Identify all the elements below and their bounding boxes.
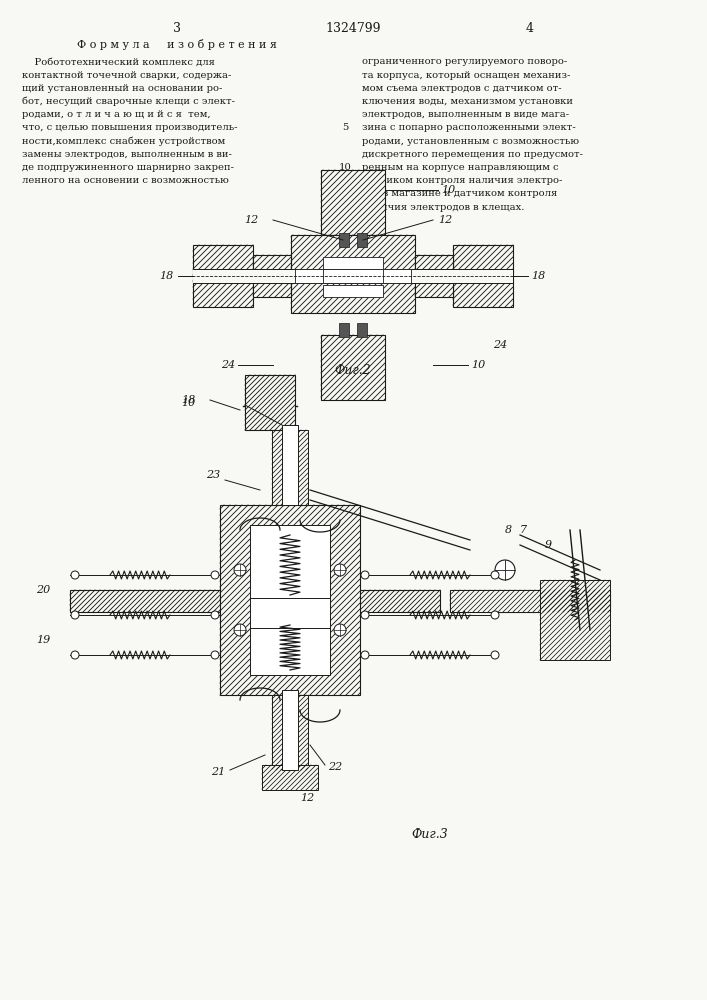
- Text: ленного на основении с возможностью: ленного на основении с возможностью: [22, 176, 229, 185]
- Bar: [357, 233, 367, 247]
- Circle shape: [211, 611, 219, 619]
- Text: родами, установленным с возможностью: родами, установленным с возможностью: [362, 137, 579, 146]
- Text: щий установленный на основании ро-: щий установленный на основании ро-: [22, 84, 223, 93]
- Circle shape: [361, 651, 369, 659]
- Text: А-А: А-А: [340, 190, 366, 204]
- Text: 12: 12: [244, 215, 258, 225]
- Bar: [282, 690, 298, 770]
- Bar: [220, 505, 360, 695]
- Bar: [282, 425, 298, 505]
- Circle shape: [361, 571, 369, 579]
- Bar: [450, 590, 610, 612]
- Bar: [70, 590, 440, 612]
- Text: дискретного перемещения по предусмот-: дискретного перемещения по предусмот-: [362, 150, 583, 159]
- Text: Ф о р м у л а     и з о б р е т е н и я: Ф о р м у л а и з о б р е т е н и я: [77, 38, 277, 49]
- Bar: [193, 245, 253, 307]
- Bar: [540, 580, 610, 660]
- Text: 10: 10: [181, 398, 195, 408]
- Bar: [450, 590, 610, 612]
- Text: 23: 23: [206, 470, 220, 480]
- Bar: [291, 235, 415, 313]
- Bar: [193, 269, 513, 283]
- Bar: [321, 335, 385, 400]
- Text: родами, о т л и ч а ю щ и й с я  тем,: родами, о т л и ч а ю щ и й с я тем,: [22, 110, 211, 119]
- Text: контактной точечной сварки, содержа-: контактной точечной сварки, содержа-: [22, 71, 231, 80]
- Text: 9: 9: [545, 540, 552, 550]
- Bar: [415, 255, 453, 297]
- Text: 8: 8: [505, 525, 512, 535]
- Bar: [262, 765, 318, 790]
- Text: 10: 10: [441, 185, 455, 195]
- Text: Робототехнический комплекс для: Робототехнический комплекс для: [22, 57, 215, 66]
- Bar: [323, 257, 383, 269]
- Text: 18: 18: [159, 271, 173, 281]
- Bar: [272, 695, 308, 770]
- Circle shape: [71, 651, 79, 659]
- Text: 12: 12: [438, 215, 452, 225]
- Text: 19: 19: [36, 635, 50, 645]
- Text: та корпуса, который оснащен механиз-: та корпуса, который оснащен механиз-: [362, 71, 571, 80]
- Circle shape: [361, 611, 369, 619]
- Text: электродов, выполненным в виде мага-: электродов, выполненным в виде мага-: [362, 110, 569, 119]
- Text: зина с попарно расположенными элект-: зина с попарно расположенными элект-: [362, 123, 575, 132]
- Circle shape: [211, 651, 219, 659]
- Text: 1324799: 1324799: [325, 21, 381, 34]
- Text: 20: 20: [36, 585, 50, 595]
- Bar: [323, 285, 383, 297]
- Circle shape: [234, 624, 246, 636]
- Circle shape: [234, 564, 246, 576]
- Bar: [245, 375, 295, 430]
- Text: Фиг.2: Фиг.2: [334, 363, 371, 376]
- Text: 18: 18: [181, 395, 195, 405]
- Bar: [295, 269, 411, 283]
- Text: 4: 4: [526, 21, 534, 34]
- Text: ности,комплекс снабжен устройством: ности,комплекс снабжен устройством: [22, 136, 226, 146]
- Text: 5: 5: [341, 123, 348, 132]
- Text: дов в магазине и датчиком контроля: дов в магазине и датчиком контроля: [362, 190, 557, 198]
- Bar: [453, 245, 513, 307]
- Text: 24: 24: [221, 360, 235, 370]
- Text: датчиком контроля наличия электро-: датчиком контроля наличия электро-: [362, 176, 562, 185]
- Text: что, с целью повышения производитель-: что, с целью повышения производитель-: [22, 123, 238, 132]
- Bar: [323, 269, 383, 283]
- Text: наличия электродов в клещах.: наличия электродов в клещах.: [362, 203, 525, 212]
- Text: 21: 21: [211, 767, 225, 777]
- Circle shape: [211, 571, 219, 579]
- Circle shape: [491, 571, 499, 579]
- Text: 10: 10: [339, 163, 351, 172]
- Circle shape: [495, 560, 515, 580]
- Bar: [321, 170, 385, 235]
- Text: 3: 3: [173, 21, 181, 34]
- Text: ключения воды, механизмом установки: ключения воды, механизмом установки: [362, 97, 573, 106]
- Circle shape: [491, 611, 499, 619]
- Text: Фиг.3: Фиг.3: [411, 828, 448, 842]
- Bar: [339, 233, 349, 247]
- Circle shape: [334, 624, 346, 636]
- Circle shape: [71, 611, 79, 619]
- Text: мом съема электродов с датчиком от-: мом съема электродов с датчиком от-: [362, 84, 561, 93]
- Text: ренным на корпусе направляющим с: ренным на корпусе направляющим с: [362, 163, 559, 172]
- Text: 22: 22: [328, 762, 342, 772]
- Circle shape: [71, 571, 79, 579]
- Text: Б-Б: Б-Б: [257, 393, 284, 406]
- Text: 12: 12: [300, 793, 314, 803]
- Bar: [357, 323, 367, 337]
- Text: замены электродов, выполненным в ви-: замены электродов, выполненным в ви-: [22, 150, 232, 159]
- Text: 24: 24: [493, 340, 507, 350]
- Text: 7: 7: [520, 525, 527, 535]
- Text: де подпружиненного шарнирно закреп-: де подпружиненного шарнирно закреп-: [22, 163, 234, 172]
- Text: 18: 18: [531, 271, 545, 281]
- Bar: [253, 255, 291, 297]
- Text: ограниченного регулируемого поворо-: ограниченного регулируемого поворо-: [362, 57, 567, 66]
- Bar: [339, 323, 349, 337]
- Text: 10: 10: [471, 360, 485, 370]
- Circle shape: [491, 651, 499, 659]
- Circle shape: [334, 564, 346, 576]
- Bar: [272, 430, 308, 505]
- Bar: [250, 525, 330, 675]
- Text: бот, несущий сварочные клещи с элект-: бот, несущий сварочные клещи с элект-: [22, 97, 235, 106]
